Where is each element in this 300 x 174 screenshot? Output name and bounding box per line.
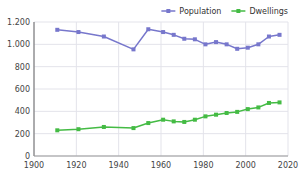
marker	[193, 118, 197, 122]
marker	[246, 107, 250, 111]
grid-line	[288, 22, 289, 156]
x-tick-label: 1940	[108, 161, 128, 170]
marker	[131, 47, 135, 51]
legend-label: Population	[179, 7, 221, 16]
y-tick-label: 0	[25, 152, 30, 161]
series-line	[57, 29, 279, 49]
marker	[76, 30, 80, 34]
marker	[267, 101, 271, 105]
marker	[161, 30, 165, 34]
legend: Population Dwellings	[161, 7, 288, 16]
plot-area	[55, 27, 281, 132]
y-tick-label: 1.000	[7, 40, 30, 49]
marker	[225, 111, 229, 115]
marker	[172, 33, 176, 37]
marker	[55, 28, 59, 32]
chart: 0 200 400 600 800 1.000 1.200 1900 1920 1940 1960 1…	[0, 0, 300, 174]
marker	[102, 35, 106, 39]
y-tick-label: 1.200	[7, 18, 30, 27]
marker	[131, 126, 135, 130]
marker	[76, 127, 80, 131]
y-tick-label: 200	[15, 130, 30, 139]
marker	[278, 100, 282, 104]
x-tick-label: 2020	[278, 161, 298, 170]
x-tick-label: 1920	[66, 161, 86, 170]
legend-label: Dwellings	[249, 7, 288, 16]
legend-marker	[236, 9, 240, 13]
grid-line	[34, 22, 35, 156]
marker	[278, 33, 282, 37]
y-tick-label: 800	[15, 63, 30, 72]
marker	[203, 114, 207, 118]
marker	[225, 42, 229, 46]
legend-item: Population	[161, 7, 221, 16]
x-tick-label: 1900	[24, 161, 44, 170]
x-axis-line	[34, 156, 288, 157]
grid-line	[34, 156, 288, 157]
marker	[267, 35, 271, 39]
legend-item: Dwellings	[231, 7, 288, 16]
marker	[256, 105, 260, 109]
marker	[256, 42, 260, 46]
marker	[161, 118, 165, 122]
marker	[235, 110, 239, 114]
y-axis-line	[34, 22, 35, 156]
marker	[193, 37, 197, 41]
marker	[55, 128, 59, 132]
marker	[214, 113, 218, 117]
x-tick-label: 1960	[151, 161, 171, 170]
marker	[146, 121, 150, 125]
marker	[172, 119, 176, 123]
series-line	[57, 102, 279, 130]
grid-line	[76, 22, 77, 156]
grid-line	[245, 22, 246, 156]
marker	[102, 125, 106, 129]
legend-marker	[166, 9, 170, 13]
marker	[182, 37, 186, 41]
axes: 0 200 400 600 800 1.000 1.200 1900 1920 1940 1960 1…	[7, 18, 298, 170]
grid	[34, 22, 288, 156]
marker	[246, 46, 250, 50]
x-tick-label: 2000	[235, 161, 255, 170]
marker	[146, 27, 150, 31]
x-tick-label: 1980	[193, 161, 213, 170]
marker	[182, 120, 186, 124]
grid-line	[161, 22, 162, 156]
marker	[214, 40, 218, 44]
grid-line	[203, 22, 204, 156]
marker	[235, 47, 239, 51]
y-tick-label: 400	[15, 107, 30, 116]
y-tick-label: 600	[15, 85, 30, 94]
marker	[203, 42, 207, 46]
